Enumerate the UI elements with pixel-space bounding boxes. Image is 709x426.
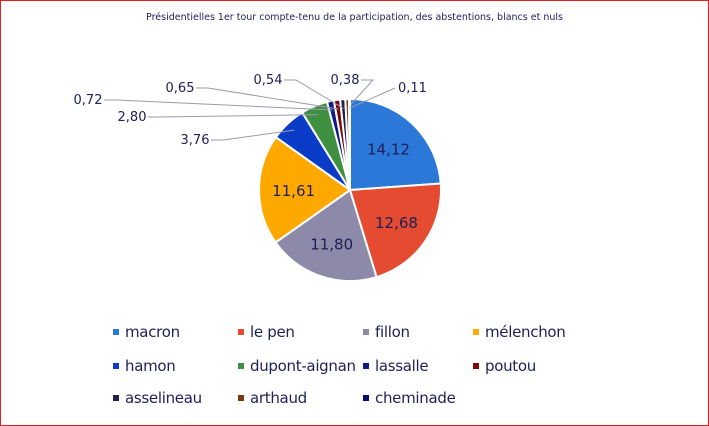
- legend-item-macron: macron: [113, 323, 180, 341]
- legend-label: lassalle: [375, 357, 429, 375]
- leader-line: [196, 87, 339, 110]
- legend-label: poutou: [485, 357, 536, 375]
- legend-label: macron: [125, 323, 180, 341]
- legend-label: dupont-aignan: [250, 357, 356, 375]
- legend-swatch: [113, 395, 119, 401]
- legend-label: cheminade: [375, 389, 456, 407]
- data-label: 3,76: [181, 133, 210, 148]
- data-label: 0,54: [254, 73, 283, 88]
- legend-swatch: [473, 329, 479, 335]
- legend-label: le pen: [250, 323, 295, 341]
- data-label: 0,72: [74, 93, 103, 108]
- data-label: 11,61: [272, 182, 315, 200]
- legend-item-asselineau: asselineau: [113, 389, 202, 407]
- data-label: 11,80: [310, 235, 353, 253]
- legend-label: mélenchon: [485, 323, 566, 341]
- legend-label: hamon: [125, 357, 176, 375]
- legend-item-dupont-aignan: dupont-aignan: [238, 357, 356, 375]
- legend-swatch: [473, 363, 479, 369]
- legend-swatch: [238, 329, 244, 335]
- legend-label: arthaud: [250, 389, 307, 407]
- pie-slice-mélenchon: [258, 135, 352, 244]
- pie-slice-fillon: [274, 188, 378, 282]
- legend-label: asselineau: [125, 389, 202, 407]
- legend-item-fillon: fillon: [363, 323, 410, 341]
- legend-swatch: [238, 395, 244, 401]
- legend-item-arthaud: arthaud: [238, 389, 307, 407]
- leader-line: [347, 79, 375, 109]
- chart-title: Présidentielles 1er tour compte-tenu de …: [146, 12, 563, 23]
- data-label: 0,65: [166, 81, 195, 96]
- data-label: 0,11: [398, 81, 427, 96]
- pie-slice-cheminade: [347, 97, 351, 191]
- data-label: 0,38: [331, 73, 360, 88]
- data-label: 2,80: [118, 110, 147, 125]
- legend-swatch: [113, 363, 119, 369]
- legend-swatch: [363, 395, 369, 401]
- leader-line: [349, 87, 396, 109]
- pie-slice-macron: [349, 97, 442, 192]
- leader-line: [284, 79, 344, 109]
- pie-slice-le-pen: [348, 182, 442, 279]
- leader-line: [104, 99, 333, 111]
- leader-line: [211, 129, 295, 141]
- legend-swatch: [363, 363, 369, 369]
- legend-swatch: [238, 363, 244, 369]
- legend-swatch: [363, 329, 369, 335]
- leader-line: [148, 114, 318, 118]
- legend-swatch: [113, 329, 119, 335]
- legend-item-mélenchon: mélenchon: [473, 323, 566, 341]
- data-label: 14,12: [367, 141, 410, 159]
- legend-item-le-pen: le pen: [238, 323, 295, 341]
- legend-item-hamon: hamon: [113, 357, 176, 375]
- legend-label: fillon: [375, 323, 410, 341]
- legend-item-cheminade: cheminade: [363, 389, 456, 407]
- data-label: 12,68: [375, 214, 418, 232]
- legend-item-poutou: poutou: [473, 357, 536, 375]
- legend-item-lassalle: lassalle: [363, 357, 429, 375]
